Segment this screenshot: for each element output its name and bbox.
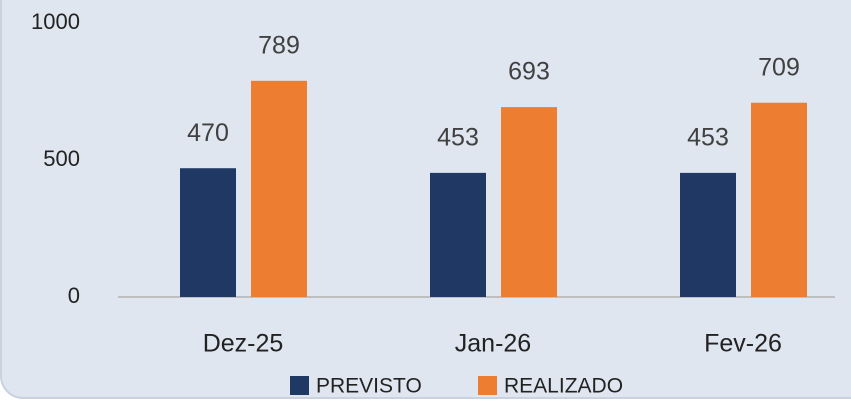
bar bbox=[430, 172, 486, 297]
value-label: 693 bbox=[508, 58, 550, 86]
bar bbox=[180, 168, 236, 297]
x-tick-label: Dez-25 bbox=[203, 330, 284, 358]
y-tick-label: 500 bbox=[43, 146, 80, 171]
y-tick-label: 1000 bbox=[31, 9, 80, 34]
legend-label: PREVISTO bbox=[316, 375, 422, 398]
value-label: 709 bbox=[758, 53, 800, 81]
value-label: 453 bbox=[687, 123, 729, 151]
legend-swatch bbox=[290, 376, 309, 395]
legend-swatch bbox=[478, 376, 497, 395]
bar bbox=[501, 107, 557, 297]
y-tick-label: 0 bbox=[68, 283, 80, 308]
bar bbox=[751, 102, 807, 297]
value-label: 453 bbox=[437, 123, 479, 151]
x-tick-label: Fev-26 bbox=[704, 330, 782, 358]
value-label: 470 bbox=[187, 119, 229, 147]
bar bbox=[680, 172, 736, 297]
value-label: 789 bbox=[258, 31, 300, 59]
legend-label: REALIZADO bbox=[504, 375, 623, 398]
bar bbox=[251, 80, 307, 298]
x-tick-label: Jan-26 bbox=[455, 330, 531, 358]
